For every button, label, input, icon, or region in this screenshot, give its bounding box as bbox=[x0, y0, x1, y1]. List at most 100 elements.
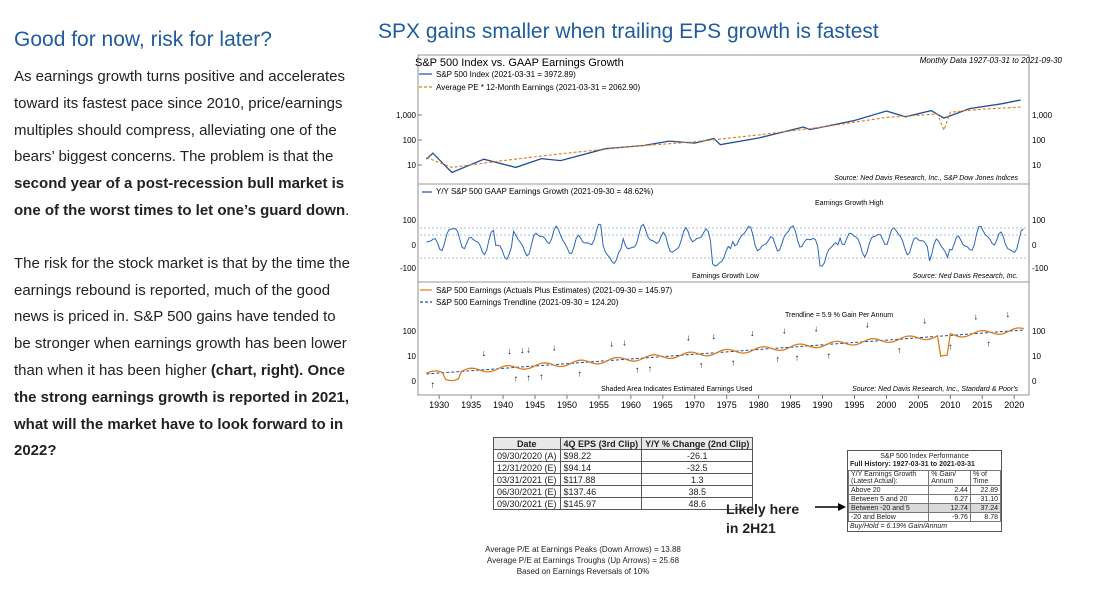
up-arrow-icon: ↑ bbox=[795, 353, 800, 363]
avg-basis: Based on Earnings Reversals of 10% bbox=[516, 567, 650, 576]
cell: 1.3 bbox=[641, 473, 754, 486]
annotation-high: Earnings Growth High bbox=[815, 200, 884, 207]
x-tick-label: 2000 bbox=[876, 400, 896, 410]
annotation-low: Earnings Growth Low bbox=[692, 273, 760, 280]
cell: 31.10 bbox=[969, 494, 1002, 504]
likely-callout: Likely here in 2H21 bbox=[726, 500, 799, 538]
cell: -26.1 bbox=[641, 449, 754, 462]
callout-line-1: Likely here bbox=[726, 501, 800, 517]
cell: 6.27 bbox=[928, 494, 971, 504]
table-row: Above 20 2.44 22.89 bbox=[847, 485, 1002, 495]
x-tick-label: 2005 bbox=[908, 400, 928, 410]
down-arrow-icon: ↓ bbox=[520, 345, 525, 355]
up-arrow-icon: ↑ bbox=[635, 364, 640, 374]
up-arrow-icon: ↑ bbox=[897, 345, 902, 355]
down-arrow-icon: ↓ bbox=[974, 312, 979, 322]
cell: 03/31/2021 (E) bbox=[493, 473, 561, 486]
annotation-trendline: Trendline = 5.9 % Gain Per Annum bbox=[785, 312, 893, 319]
y-tick-label-right: 10 bbox=[1032, 352, 1041, 361]
left-column: Good for now, risk for later? As earning… bbox=[14, 28, 354, 465]
growth-line bbox=[426, 223, 1024, 267]
legend-entry: S&P 500 Earnings Trendline (2021-09-30 =… bbox=[436, 298, 619, 307]
up-arrow-icon: ↑ bbox=[526, 372, 531, 382]
table-row: Between 5 and 20 6.27 31.10 bbox=[847, 494, 1002, 504]
eps-header-date: Date bbox=[493, 437, 561, 450]
cell: 8.78 bbox=[969, 512, 1002, 522]
p1-text: As earnings growth turns positive and ac… bbox=[14, 68, 346, 166]
x-tick-label: 1960 bbox=[621, 400, 641, 410]
cell: 37.24 bbox=[969, 503, 1002, 513]
table-row: 03/31/2021 (E) $117.88 1.3 bbox=[493, 473, 754, 486]
cell: Above 20 bbox=[847, 485, 930, 495]
down-arrow-icon: ↓ bbox=[507, 346, 512, 356]
table-row: 06/30/2021 (E) $137.46 38.5 bbox=[493, 485, 754, 498]
p1-bold: second year of a post-recession bull mar… bbox=[14, 175, 346, 219]
cell: 09/30/2021 (E) bbox=[493, 497, 561, 510]
y-tick-label: 100 bbox=[403, 216, 417, 225]
y-tick-label: 1,000 bbox=[396, 111, 417, 120]
x-tick-label: 2020 bbox=[1004, 400, 1024, 410]
paragraph-1: As earnings growth turns positive and ac… bbox=[14, 64, 354, 225]
panel-3-source: Source: Ned Davis Research, Inc., Standa… bbox=[852, 386, 1018, 393]
x-tick-label: 1965 bbox=[653, 400, 673, 410]
paragraph-2: The risk for the stock market is that by… bbox=[14, 251, 354, 465]
down-arrow-icon: ↓ bbox=[750, 328, 755, 338]
eps-header-change: Y/Y % Change (2nd Clip) bbox=[641, 437, 754, 450]
down-arrow-icon: ↓ bbox=[526, 344, 531, 354]
avg-troughs: Average P/E at Earnings Troughs (Up Arro… bbox=[486, 556, 680, 565]
legend-entry: Average PE * 12-Month Earnings (2021-03-… bbox=[436, 83, 641, 92]
y-tick-label: 0 bbox=[412, 377, 417, 386]
cell: -32.5 bbox=[641, 461, 754, 474]
table-row: 12/31/2020 (E) $94.14 -32.5 bbox=[493, 461, 754, 474]
up-arrow-icon: ↑ bbox=[514, 373, 519, 383]
x-tick-label: 1940 bbox=[493, 400, 513, 410]
table-row: Between -20 and 5 12.74 37.24 bbox=[847, 503, 1002, 513]
x-tick-label: 1950 bbox=[557, 400, 577, 410]
up-arrow-icon: ↑ bbox=[648, 364, 653, 374]
y-tick-label-right: 100 bbox=[1032, 216, 1046, 225]
x-tick-label: 1970 bbox=[685, 400, 705, 410]
x-tick-label: 2015 bbox=[972, 400, 992, 410]
down-arrow-icon: ↓ bbox=[482, 348, 487, 358]
up-arrow-icon: ↑ bbox=[431, 380, 436, 390]
y-tick-label: 0 bbox=[412, 241, 417, 250]
down-arrow-icon: ↓ bbox=[923, 315, 928, 325]
earnings-line bbox=[426, 327, 1024, 382]
series-line bbox=[426, 106, 1021, 168]
panel-2-source: Source: Ned Davis Research, Inc. bbox=[913, 273, 1018, 280]
down-arrow-icon: ↓ bbox=[782, 326, 787, 336]
panel-1-title: S&P 500 Index vs. GAAP Earnings Growth bbox=[415, 57, 624, 69]
cell: Between 5 and 20 bbox=[847, 494, 930, 504]
cell: Between -20 and 5 bbox=[847, 503, 930, 513]
cell: 12/31/2020 (E) bbox=[493, 461, 561, 474]
eps-table: Date 4Q EPS (3rd Clip) Y/Y % Change (2nd… bbox=[493, 437, 754, 510]
down-arrow-icon: ↓ bbox=[814, 323, 819, 333]
up-arrow-icon: ↑ bbox=[948, 341, 953, 351]
perf-title: S&P 500 Index Performance bbox=[880, 453, 969, 460]
cell: 06/30/2021 (E) bbox=[493, 485, 561, 498]
cell: 09/30/2020 (A) bbox=[493, 449, 561, 462]
x-tick-label: 1945 bbox=[525, 400, 545, 410]
chart-frame bbox=[417, 54, 1030, 396]
y-tick-label-right: 10 bbox=[1032, 161, 1041, 170]
cell: $145.97 bbox=[559, 497, 643, 510]
y-tick-label: 100 bbox=[403, 136, 417, 145]
cell: 48.6 bbox=[641, 497, 754, 510]
down-arrow-icon: ↓ bbox=[622, 337, 627, 347]
up-arrow-icon: ↑ bbox=[731, 357, 736, 367]
x-tick-label: 1980 bbox=[749, 400, 769, 410]
x-tick-label: 2010 bbox=[940, 400, 960, 410]
y-tick-label-right: 0 bbox=[1032, 241, 1037, 250]
callout-line-2: in 2H21 bbox=[726, 520, 776, 536]
up-arrow-icon: ↑ bbox=[776, 354, 781, 364]
cell: 2.44 bbox=[928, 485, 971, 495]
chart-headline: SPX gains smaller when trailing EPS grow… bbox=[378, 20, 879, 43]
cell: -9.76 bbox=[928, 512, 971, 522]
up-arrow-icon: ↑ bbox=[539, 372, 544, 382]
avg-peaks: Average P/E at Earnings Peaks (Down Arro… bbox=[485, 545, 681, 554]
x-tick-label: 1995 bbox=[844, 400, 864, 410]
average-pe-notes: Average P/E at Earnings Peaks (Down Arro… bbox=[468, 544, 698, 577]
y-tick-label-right: 0 bbox=[1032, 377, 1037, 386]
panel-1-subtitle: Monthly Data 1927-03-31 to 2021-09-30 bbox=[920, 56, 1063, 65]
